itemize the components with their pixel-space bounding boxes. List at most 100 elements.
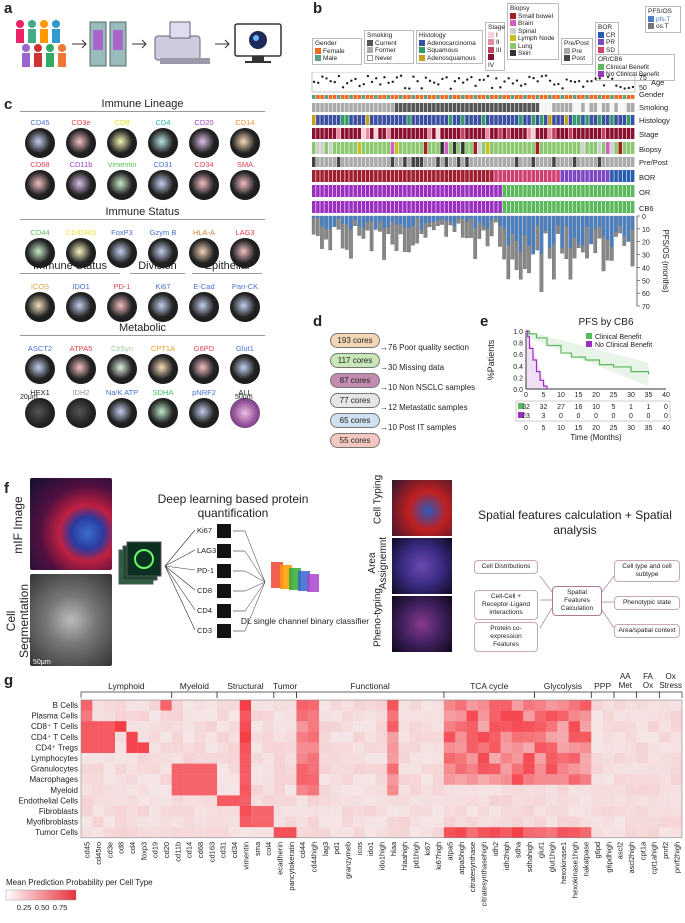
track-cell [481, 95, 486, 99]
marker-core-image [230, 238, 260, 268]
heatmap-cell [307, 816, 320, 828]
heatmap-cell [432, 816, 445, 828]
track-label: Pre/Post [639, 158, 669, 167]
os-bar [315, 215, 320, 236]
track-cell [531, 103, 536, 112]
heatmap-cell [579, 784, 592, 796]
heatmap-cell [545, 763, 558, 775]
track-cell [556, 142, 560, 154]
track-cell [490, 142, 494, 154]
heatmap-cell [670, 827, 683, 838]
heatmap-cell [489, 806, 501, 817]
marker-to-classifier [244, 570, 266, 583]
marker-patch [217, 564, 231, 578]
heatmap-cell [591, 774, 603, 785]
heatmap-cell [455, 742, 467, 754]
track-cell [589, 201, 593, 213]
heatmap-cell [228, 827, 240, 838]
track-cell [365, 201, 370, 213]
pfs-tick-label: 20 [642, 240, 650, 247]
heatmap-cell [466, 816, 479, 828]
track-cell [494, 128, 498, 139]
track-cell [403, 103, 407, 112]
heatmap-col-label: hlaa [389, 841, 398, 856]
track-cell [473, 201, 478, 213]
connector-line [164, 565, 196, 591]
heatmap-col-label: g6pdhigh [604, 842, 613, 873]
heatmap-cell [579, 774, 592, 785]
track-cell [622, 170, 627, 182]
heatmap-col-label: icos [355, 842, 364, 856]
pfs-bar [606, 216, 610, 241]
heatmap-cell [285, 742, 297, 754]
age-dot [362, 83, 365, 86]
group-label: Lymphoid [108, 681, 145, 691]
track-cell [328, 103, 333, 112]
track-cell [465, 170, 469, 182]
heatmap-cell [659, 710, 671, 722]
age-dot [337, 74, 341, 78]
age-dot [457, 77, 461, 80]
heatmap-cell [205, 806, 218, 817]
heatmap-cell [103, 827, 116, 838]
track-cell [498, 185, 502, 197]
heatmap-cell [183, 710, 195, 722]
track-cell [552, 142, 556, 154]
heatmap-cell [647, 763, 660, 775]
track-cell [548, 201, 552, 213]
heatmap-cell [625, 700, 637, 711]
heatmap-cell [364, 753, 377, 764]
heatmap-cell [205, 816, 218, 828]
group-label: Stress [659, 681, 682, 690]
heatmap-col-label: cd45ro [94, 842, 103, 865]
heatmap-cell [545, 795, 558, 807]
heatmap-cell [126, 721, 138, 732]
track-cell [577, 115, 581, 125]
marker-label: CD14 [235, 118, 255, 127]
track-cell [357, 115, 362, 125]
track-cell [519, 128, 523, 139]
heatmap-cell [205, 774, 218, 785]
heatmap-cell [613, 816, 626, 828]
cell-outline [134, 549, 154, 569]
track-cell [506, 185, 511, 197]
marker-core-image [230, 354, 260, 384]
age-dot [461, 81, 465, 84]
marker-core-image [148, 354, 178, 384]
heatmap-cell [387, 827, 399, 838]
heatmap-cell [205, 784, 218, 796]
heatmap-cell [579, 700, 592, 711]
track-cell [390, 95, 395, 99]
heatmap-cell [126, 827, 138, 838]
track-cell [316, 142, 320, 154]
marker-label: CD31 [153, 160, 173, 169]
heatmap-cell [602, 700, 615, 711]
pfs-bar [539, 216, 544, 254]
heatmap-cell [149, 700, 161, 711]
pfs-bar [378, 216, 382, 222]
marker-label: CD4 [155, 118, 171, 127]
track-cell [577, 157, 581, 167]
age-dot [499, 86, 502, 89]
heatmap-cell [409, 795, 422, 807]
track-cell [606, 142, 610, 154]
track-cell [523, 95, 527, 99]
track-cell [601, 128, 606, 139]
track-cell [394, 103, 399, 112]
heatmap-cell [228, 753, 240, 764]
heatmap-cell [103, 742, 116, 754]
track-cell [622, 128, 627, 139]
heatmap-cell [568, 763, 581, 775]
heatmap-cell [443, 806, 456, 817]
age-track-frame [311, 72, 636, 93]
marker-core-image [148, 128, 178, 158]
track-cell [312, 142, 316, 154]
track-cell [456, 185, 461, 197]
age-dot [474, 84, 477, 88]
heatmap-cell [375, 795, 388, 807]
marker-core-image [107, 354, 137, 384]
track-cell [378, 201, 382, 213]
risk-table-frame [515, 400, 671, 422]
track-cell [556, 185, 560, 197]
heatmap-cell [239, 816, 252, 828]
